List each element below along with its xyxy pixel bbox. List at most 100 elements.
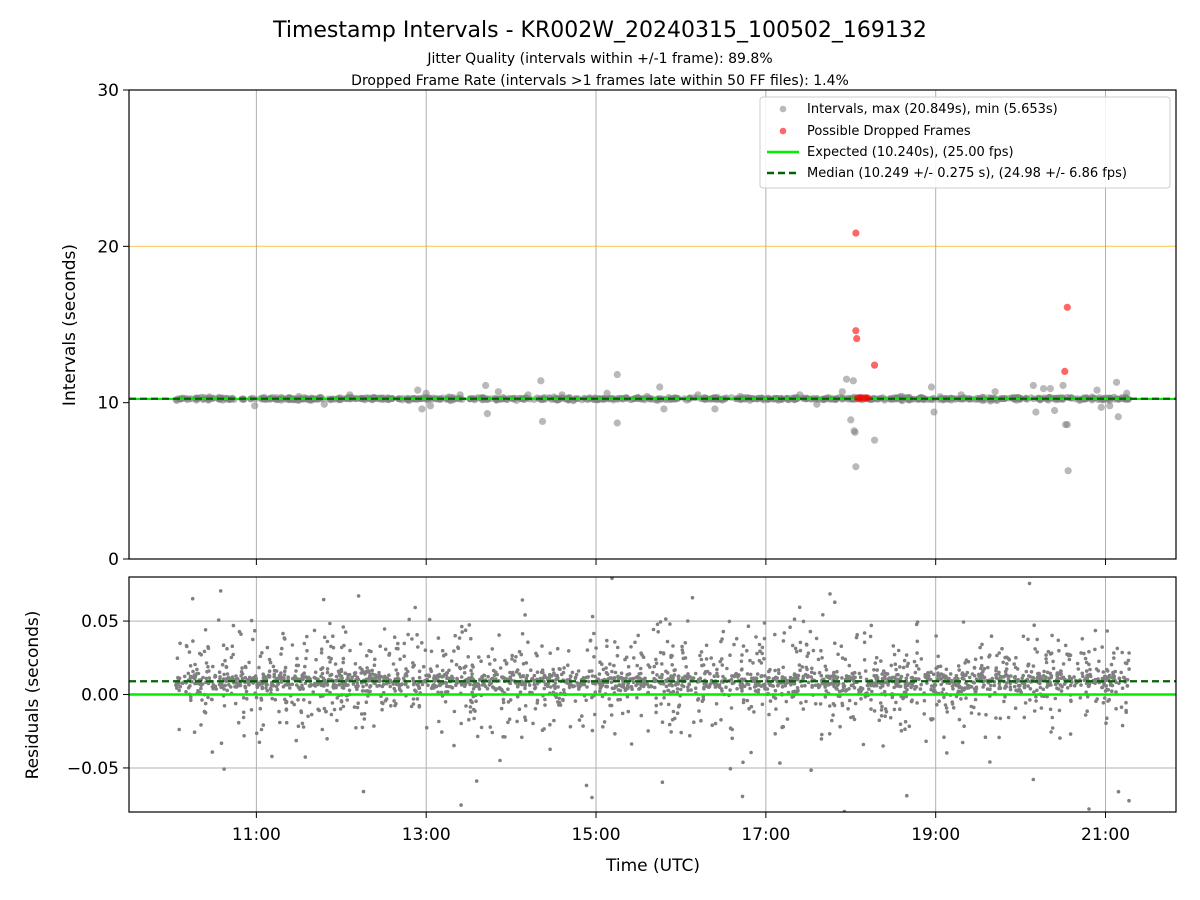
residual-point (319, 674, 323, 679)
residual-point (190, 596, 195, 601)
residual-point (884, 709, 889, 714)
top-panel: 0 10 20 30 Intervals (seconds) Intervals, m… (60, 81, 1177, 570)
residual-point (623, 688, 628, 693)
residual-point (880, 676, 885, 681)
residual-point (411, 676, 415, 681)
residual-point (1106, 699, 1110, 703)
residual-point (1020, 676, 1024, 680)
residual-point (943, 703, 948, 707)
residual-points (174, 577, 1131, 812)
residual-point (1044, 660, 1049, 665)
residual-point (576, 669, 581, 673)
residual-point (891, 644, 896, 648)
residual-point (824, 689, 828, 693)
residual-point (635, 695, 639, 700)
interval-outlier-52 (1093, 386, 1101, 394)
residual-point (1051, 659, 1055, 664)
residual-point (247, 682, 251, 687)
residual-point (872, 673, 876, 678)
residual-point (917, 667, 921, 671)
residual-point (588, 638, 593, 643)
residual-point (270, 754, 274, 759)
residual-point (523, 613, 527, 617)
residual-point (423, 648, 428, 652)
residual-point (1031, 675, 1035, 680)
residual-point (878, 701, 883, 705)
residual-point (666, 688, 671, 693)
residual-point (533, 707, 538, 711)
residual-point (1068, 653, 1073, 657)
residual-point (748, 658, 752, 663)
residual-point (360, 689, 365, 693)
residual-point (177, 727, 181, 732)
residual-point (795, 686, 800, 690)
residual-point (321, 597, 326, 602)
residual-point (966, 659, 971, 664)
residual-point (221, 643, 226, 647)
residual-point (373, 657, 377, 662)
residual-point (1058, 669, 1063, 673)
top-y-tick-label-2: 20 (97, 237, 119, 257)
residual-point (1087, 649, 1091, 654)
residual-point (1086, 684, 1091, 689)
residual-point (175, 682, 179, 687)
residual-point (651, 627, 656, 632)
residual-point (621, 681, 625, 686)
residual-point (855, 633, 859, 637)
residual-point (956, 677, 960, 681)
residual-point (829, 682, 833, 686)
dropped-frame-point-3 (870, 361, 879, 369)
residual-point (366, 670, 370, 674)
residual-point (1076, 667, 1081, 671)
residual-point (402, 654, 407, 658)
residual-point (319, 651, 324, 655)
residual-point (951, 687, 955, 691)
residual-point (356, 594, 361, 598)
residual-point (740, 794, 745, 799)
residual-point (518, 675, 523, 679)
x-tick-label-0: 11:00 (232, 825, 281, 845)
interval-outlier-11 (483, 410, 491, 418)
residual-point (1041, 687, 1046, 692)
chart-subtitle-dropped: Dropped Frame Rate (intervals >1 frames … (351, 73, 849, 89)
residual-point (444, 671, 449, 675)
residual-point (675, 711, 680, 715)
residual-point (204, 676, 209, 681)
residual-point (542, 727, 546, 731)
residual-point (950, 702, 955, 706)
residual-point (497, 633, 501, 637)
residual-point (932, 682, 937, 687)
residual-point (362, 717, 367, 721)
residual-point (1045, 670, 1050, 675)
residual-point (473, 684, 478, 689)
residual-point (354, 726, 358, 730)
residual-point (443, 700, 448, 704)
residual-point (471, 665, 475, 669)
residual-point (934, 666, 938, 671)
residual-point (520, 632, 525, 636)
residual-point (720, 657, 724, 661)
residual-point (474, 699, 478, 703)
legend-box (759, 96, 1171, 189)
residual-point (210, 685, 215, 689)
residual-point (1120, 650, 1124, 655)
residual-point (622, 685, 626, 689)
residual-point (702, 682, 706, 686)
residual-point (699, 650, 704, 654)
residual-point (681, 656, 686, 661)
residual-point (1104, 675, 1108, 679)
residual-point (902, 658, 907, 663)
residual-point (872, 709, 877, 713)
residual-point (797, 605, 802, 610)
residual-point (562, 666, 566, 670)
residual-point (397, 687, 402, 691)
residual-point (773, 668, 777, 673)
residual-point (823, 695, 828, 699)
residual-point (561, 698, 565, 703)
residual-point (624, 676, 628, 681)
residual-point (388, 684, 393, 689)
residual-point (715, 671, 719, 676)
residual-point (662, 696, 666, 700)
residual-point (848, 675, 852, 680)
residual-point (377, 670, 381, 675)
